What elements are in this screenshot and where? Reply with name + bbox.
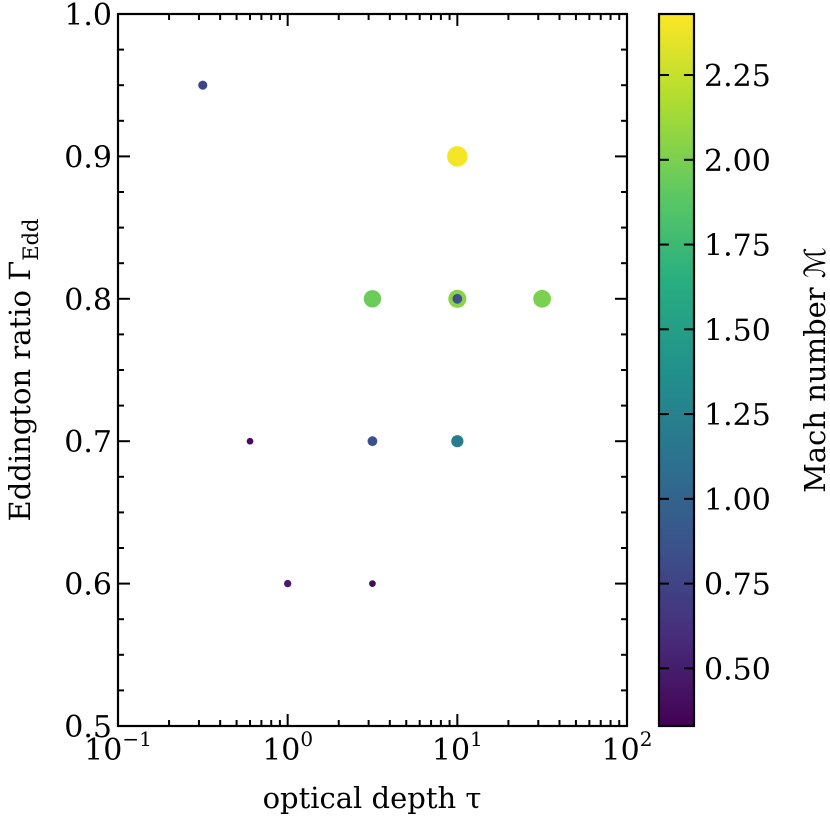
colorbar: 0.50 0.75 1.00 1.25 1.50 1.75 2.00 2.25: [657, 12, 771, 728]
data-points: [198, 80, 551, 588]
x-axis: 10−1 100 101 102: [84, 14, 652, 768]
x-tick-label: 100: [262, 727, 313, 768]
data-point: [369, 580, 376, 587]
y-tick-label: 0.9: [64, 140, 112, 175]
colorbar-tick-label: 1.00: [704, 483, 771, 518]
data-point: [452, 293, 463, 304]
plot-frame: [116, 12, 629, 728]
x-tick-label: 102: [602, 727, 653, 768]
y-axis-label: Eddington ratio ΓEdd: [3, 219, 43, 522]
data-point: [367, 436, 378, 447]
colorbar-tick-label: 1.75: [704, 229, 771, 264]
x-tick-base: 10: [262, 733, 300, 768]
colorbar-tick-label: 2.00: [704, 144, 771, 179]
colorbar-tick-label: 1.25: [704, 398, 771, 433]
y-tick-label: 0.7: [64, 425, 112, 460]
y-tick-label: 0.6: [64, 568, 112, 603]
data-point: [283, 579, 292, 588]
x-tick-label: 10−1: [84, 727, 152, 768]
y-tick-label: 0.8: [64, 283, 112, 318]
x-tick-base: 10: [84, 733, 122, 768]
x-axis-label: optical depth τ: [263, 781, 482, 815]
x-tick-exponent: 2: [640, 727, 653, 751]
x-tick-exponent: 0: [300, 727, 313, 751]
data-point: [533, 289, 551, 308]
colorbar-tick-label: 0.75: [704, 568, 771, 603]
y-tick-label: 1.0: [64, 0, 112, 33]
y-axis-label-sub: Edd: [19, 219, 43, 261]
colorbar-tick-label: 2.25: [704, 59, 771, 94]
plot-background: [118, 14, 627, 726]
y-axis-label-main: Eddington ratio Γ: [3, 261, 37, 522]
data-point: [447, 146, 468, 167]
y-tick-label: 0.5: [64, 710, 112, 745]
data-point: [246, 437, 254, 445]
x-tick-base: 10: [432, 733, 470, 768]
data-point: [363, 290, 382, 308]
colorbar-tick-label: 1.50: [704, 313, 771, 348]
x-tick-label: 101: [432, 727, 483, 768]
x-tick-base: 10: [602, 733, 640, 768]
colorbar-label: Mach number ℳ: [798, 247, 830, 493]
data-point: [451, 435, 464, 448]
colorbar-gradient: [657, 12, 696, 728]
data-point: [198, 80, 208, 90]
x-tick-exponent: 1: [470, 727, 483, 751]
plot-area: [118, 14, 627, 726]
colorbar-tick-label: 0.50: [704, 652, 771, 687]
x-tick-exponent: −1: [122, 727, 151, 751]
